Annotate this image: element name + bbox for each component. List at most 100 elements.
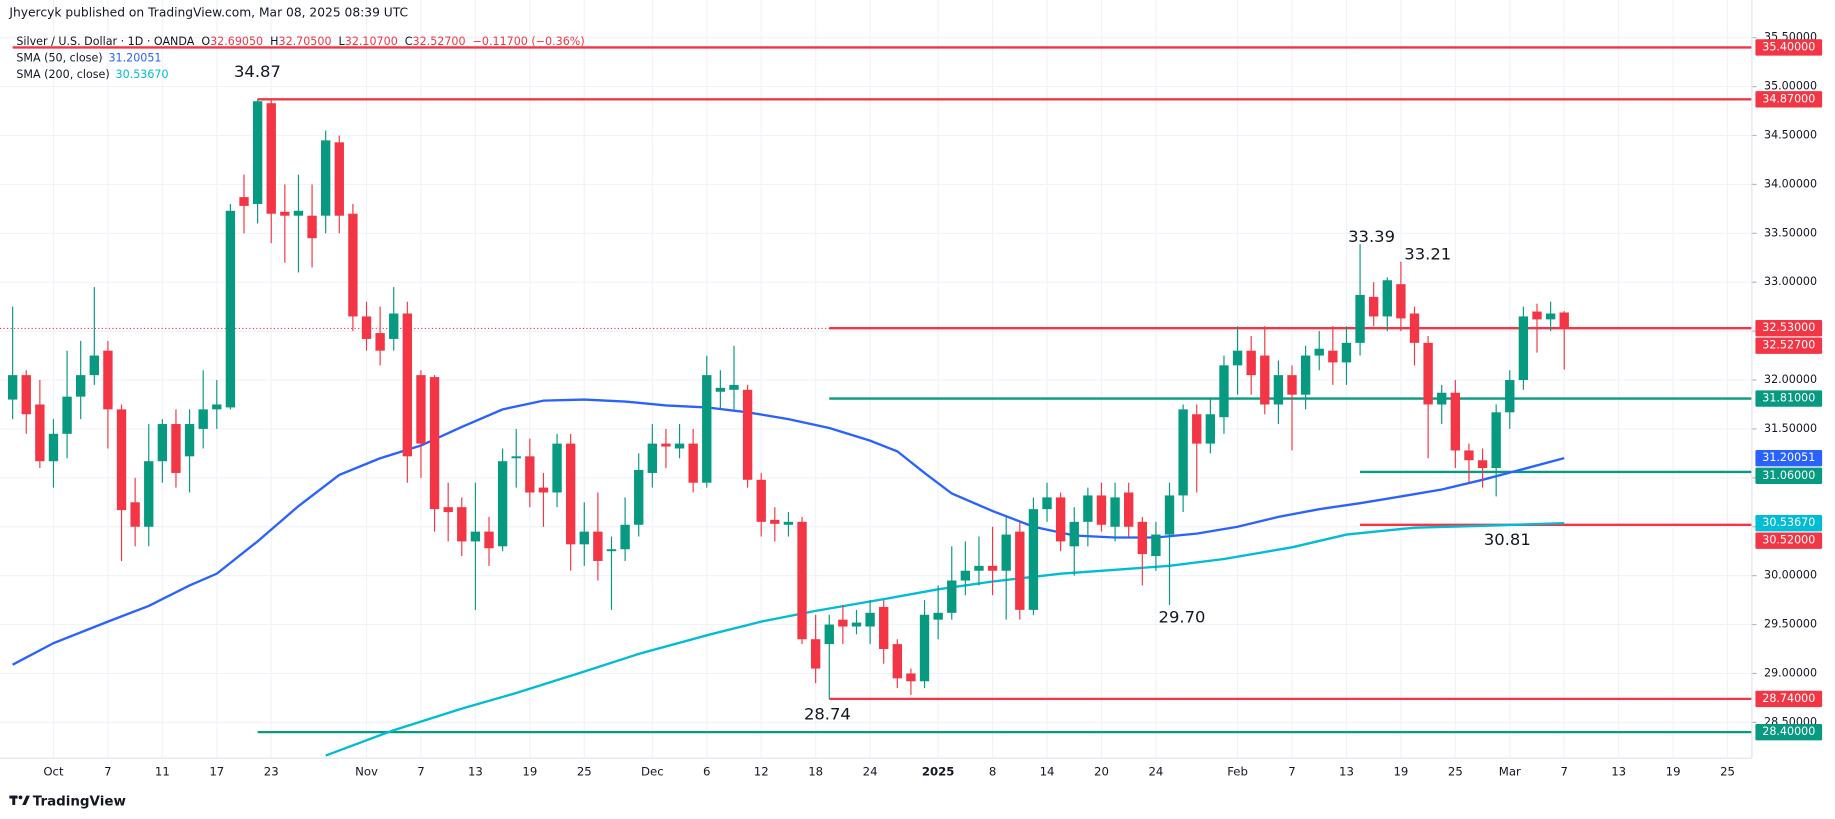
x-tick-label: 19 [1666, 765, 1681, 779]
x-tick-label: 18 [808, 765, 823, 779]
candle-body [715, 387, 726, 392]
candle-body [1273, 375, 1284, 405]
candle-body [1505, 380, 1515, 413]
candle-body [21, 375, 31, 415]
price-label-box [1755, 39, 1823, 56]
candle-body [443, 507, 453, 513]
x-tick-label: Feb [1227, 765, 1248, 779]
x-tick-label: Nov [355, 765, 378, 779]
plot: 34.87 33.39 33.21 30.81 29.70 28.74 [0, 46, 1752, 757]
candle-body [89, 355, 99, 376]
logo-part [22, 795, 30, 805]
candle-body [1355, 294, 1365, 343]
candle-body [130, 502, 140, 527]
candle-body [906, 673, 916, 682]
annotation: 33.39 [1348, 227, 1395, 246]
candle-body [919, 614, 930, 682]
x-tick-label: 19 [522, 765, 537, 779]
footer-logo [9, 795, 30, 805]
x-tick-label: 24 [1148, 765, 1163, 779]
candle-body [470, 531, 481, 542]
candle-body [1083, 495, 1093, 522]
candle-body [797, 521, 807, 640]
candle-body [538, 487, 549, 493]
sma-line [325, 521, 1565, 757]
x-tick-label: 7 [1561, 765, 1568, 779]
legend-value: 32.52700 [413, 35, 466, 48]
x-tick-label: 7 [417, 765, 424, 779]
candle-body [565, 443, 576, 545]
candle-body [48, 433, 59, 462]
x-tick-label: 24 [863, 765, 878, 779]
candle-body [375, 333, 385, 351]
y-tick-label: 35.00000 [1764, 80, 1817, 93]
candle-body [729, 384, 739, 390]
price-label: 32.52700 [1762, 339, 1815, 352]
indicator-name: SMA (200, close) [16, 68, 109, 81]
price-label: 30.53670 [1762, 516, 1815, 529]
price-label-box [1755, 690, 1823, 708]
y-tick-label: 33.50000 [1764, 226, 1817, 239]
candle-body [1314, 348, 1324, 356]
candle-body [933, 612, 943, 620]
candle-body [62, 396, 72, 434]
candle-body [661, 443, 671, 447]
candle-body [1328, 350, 1338, 363]
candle-body [1205, 414, 1216, 444]
candle-body [225, 210, 236, 408]
candle-body [1300, 355, 1311, 395]
candle-body [688, 443, 698, 483]
x-tick-label: 17 [209, 765, 224, 779]
annotation: 29.70 [1159, 607, 1206, 626]
candle-body [334, 142, 344, 216]
x-tick-label: 19 [1393, 765, 1408, 779]
price-label-box [1755, 723, 1823, 741]
candle-body [579, 531, 589, 545]
legend-value: 32.69050 [210, 35, 263, 48]
candle-body [320, 140, 331, 216]
annotation: 28.74 [804, 704, 851, 723]
candle-body [1382, 280, 1392, 317]
legend-key: C [405, 35, 413, 48]
candle-body [252, 101, 263, 204]
candle-body [198, 409, 208, 429]
candle-body [647, 443, 658, 473]
candle-body [1437, 392, 1447, 405]
price-label-box [1755, 514, 1823, 532]
legend-value: 32.10700 [345, 35, 398, 48]
price-label: 28.40000 [1762, 725, 1815, 738]
candle-body [7, 375, 18, 400]
y-tick-label: 34.00000 [1764, 177, 1817, 190]
candle-body [552, 443, 562, 493]
legend-key: O [201, 35, 210, 48]
legend-value: 32.70500 [279, 35, 332, 48]
legend-key: L [339, 35, 346, 48]
candle-body [389, 313, 399, 339]
candle-body [266, 103, 276, 214]
candle-body [606, 549, 617, 552]
candle-body [1287, 375, 1297, 395]
x-tick-label: 6 [703, 765, 710, 779]
indicator-legend: SMA (200, close) 30.53670 [16, 68, 168, 81]
candle-body [1015, 531, 1025, 610]
price-label-box [1755, 467, 1823, 484]
candle-body [1545, 313, 1556, 320]
x-tick-label: 25 [1720, 765, 1735, 779]
x-tick-label: 13 [1339, 765, 1354, 779]
y-tick-label: 34.50000 [1764, 128, 1817, 141]
y-tick-label: 29.00000 [1764, 666, 1817, 679]
x-tick-label: Dec [641, 765, 664, 779]
candle-body [497, 461, 508, 547]
price-label-box [1755, 337, 1823, 354]
candle-body [35, 404, 45, 462]
price-label: 31.20051 [1762, 451, 1815, 464]
price-label: 31.81000 [1762, 392, 1815, 405]
x-tick-label: 14 [1040, 765, 1055, 779]
candle-body [770, 519, 780, 524]
candle-body [239, 197, 249, 206]
y-tick-label: 33.00000 [1764, 275, 1817, 288]
price-label: 28.74000 [1762, 692, 1815, 705]
candle-body [1110, 497, 1120, 527]
